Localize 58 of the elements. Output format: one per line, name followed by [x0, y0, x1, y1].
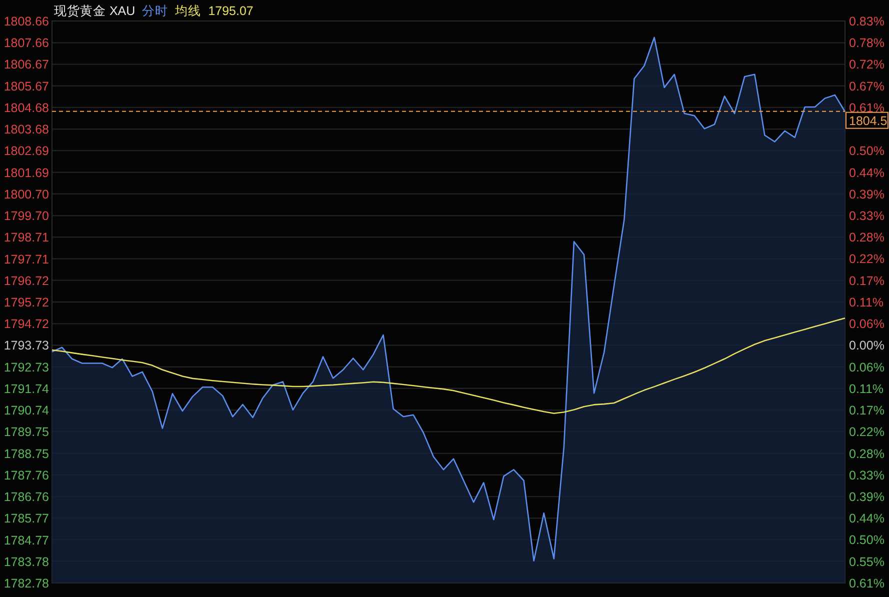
y2-tick-label: 0.00% — [849, 338, 884, 353]
y2-tick-label: 0.22% — [849, 425, 884, 440]
y-tick-label: 1782.78 — [4, 576, 50, 590]
y2-tick-label: 0.44% — [849, 512, 884, 526]
y-tick-label: 1807.66 — [4, 36, 50, 50]
y2-tick-label: 0.11% — [849, 296, 884, 310]
y-tick-label: 1801.69 — [4, 166, 50, 180]
y2-tick-label: 0.67% — [849, 79, 884, 94]
y2-tick-label: 0.50% — [849, 144, 884, 158]
y2-tick-label: 0.44% — [849, 166, 884, 180]
y2-tick-label: 0.72% — [849, 58, 884, 72]
y2-tick-label: 0.50% — [849, 533, 884, 548]
y-tick-label: 1789.75 — [4, 425, 50, 440]
y-tick-label: 1806.67 — [4, 58, 50, 72]
y-tick-label: 1788.75 — [4, 446, 50, 461]
y-tick-label: 1808.66 — [4, 14, 50, 28]
text: 分时 — [142, 4, 168, 18]
y-tick-label: 1804.68 — [4, 100, 50, 115]
y-tick-label: 1805.67 — [4, 79, 50, 94]
text: 1795.07 — [208, 4, 254, 18]
y-tick-label: 1797.71 — [4, 252, 50, 266]
chart-title: 现货黄金 XAU — [54, 4, 136, 18]
y-tick-label: 1799.70 — [4, 209, 50, 224]
y-tick-label: 1802.69 — [4, 144, 50, 158]
y-tick-label: 1792.73 — [4, 360, 50, 374]
text: 均线 — [174, 4, 202, 18]
y-tick-label: 1794.72 — [4, 317, 50, 332]
y-tick-label: 1796.72 — [4, 274, 50, 288]
y2-tick-label: 0.33% — [849, 468, 884, 482]
y-tick-label: 1798.71 — [4, 230, 50, 245]
y2-tick-label: 0.78% — [849, 36, 884, 50]
y2-tick-label: 0.17% — [849, 404, 884, 418]
y2-tick-label: 0.33% — [849, 209, 884, 224]
y2-tick-label: 0.28% — [849, 446, 884, 461]
y2-tick-label: 0.11% — [849, 382, 884, 396]
y2-tick-label: 0.06% — [849, 360, 884, 374]
y2-tick-label: 0.61% — [849, 576, 884, 590]
y2-tick-label: 0.28% — [849, 230, 884, 245]
y-tick-label: 1800.70 — [4, 187, 50, 202]
y2-tick-label: 0.83% — [849, 14, 884, 28]
y-tick-label: 1793.73 — [4, 338, 50, 353]
y2-tick-label: 0.39% — [849, 490, 884, 504]
y2-tick-label: 0.39% — [849, 187, 884, 202]
ref-line-label: 1804.5 — [849, 114, 888, 128]
y-tick-label: 1803.68 — [4, 122, 50, 137]
y2-tick-label: 0.55% — [849, 554, 884, 569]
y-tick-label: 1785.77 — [4, 512, 50, 526]
y-tick-label: 1784.77 — [4, 533, 50, 548]
y2-tick-label: 0.22% — [849, 252, 884, 266]
y-tick-label: 1790.74 — [4, 404, 50, 418]
y2-tick-label: 0.06% — [849, 317, 884, 332]
y-tick-label: 1791.74 — [4, 382, 50, 396]
y-tick-label: 1787.76 — [4, 468, 50, 482]
y2-tick-label: 0.61% — [849, 100, 884, 115]
y2-tick-label: 0.17% — [849, 274, 884, 288]
y-tick-label: 1795.72 — [4, 296, 50, 310]
y-tick-label: 1786.76 — [4, 490, 50, 504]
y-tick-label: 1783.78 — [4, 554, 50, 569]
